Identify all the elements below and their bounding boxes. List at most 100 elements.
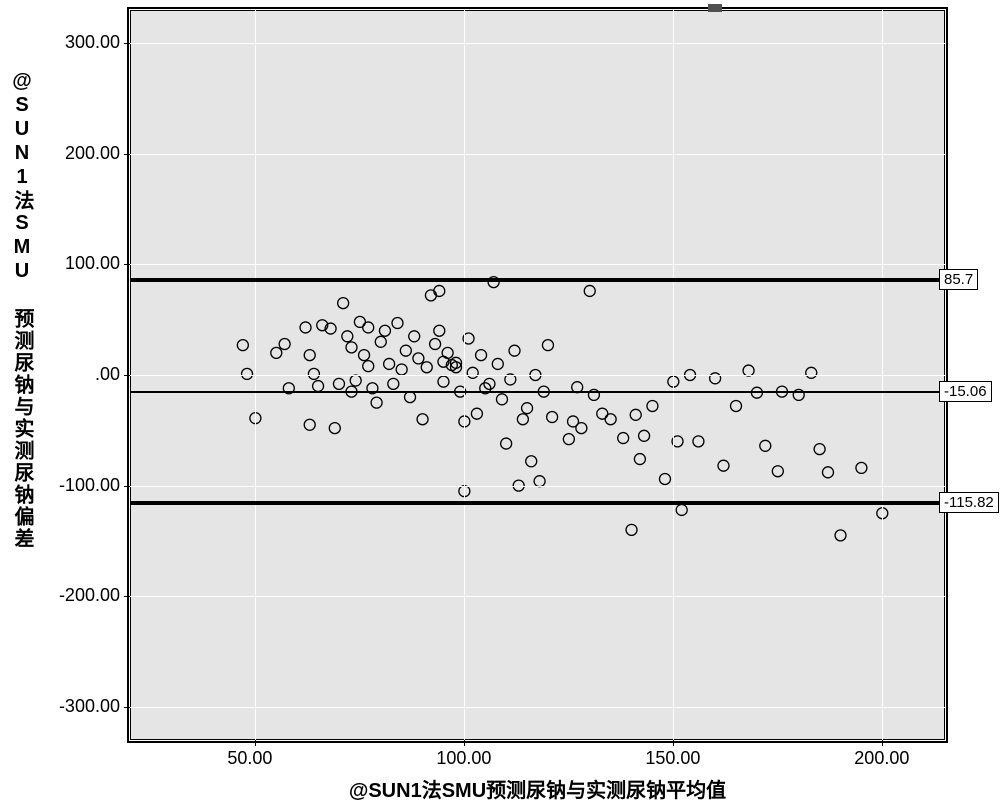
scatter-point	[835, 530, 846, 541]
scatter-point	[371, 397, 382, 408]
scatter-point	[359, 350, 370, 361]
scatter-point	[392, 318, 403, 329]
y-gridline	[130, 596, 945, 597]
scatter-point	[731, 400, 742, 411]
scatter-point	[522, 403, 533, 414]
scatter-point	[242, 368, 253, 379]
y-tick-label: 200.00	[65, 143, 120, 164]
scatter-point	[421, 362, 432, 373]
y-tick	[124, 43, 130, 44]
y-gridline	[130, 264, 945, 265]
scatter-point	[434, 285, 445, 296]
y-tick	[124, 264, 130, 265]
scatter-point	[354, 316, 365, 327]
scatter-point	[718, 460, 729, 471]
x-tick	[464, 740, 465, 746]
scatter-point	[542, 340, 553, 351]
figure: @SUN1法SMU 预测尿钠与实测尿钠偏差 @SUN1法SMU预测尿钠与实测尿钠…	[0, 0, 1000, 805]
scatter-point	[304, 350, 315, 361]
scatter-point	[547, 412, 558, 423]
scatter-point	[626, 524, 637, 535]
x-tick	[882, 740, 883, 746]
reference-line-label: 85.7	[939, 269, 978, 290]
scatter-point	[350, 375, 361, 386]
scatter-point	[379, 325, 390, 336]
reference-line	[130, 391, 945, 393]
y-axis-title: @SUN1法SMU 预测尿钠与实测尿钠偏差	[8, 70, 37, 680]
scatter-point	[384, 358, 395, 369]
scatter-point	[425, 290, 436, 301]
scatter-point	[308, 368, 319, 379]
scatter-point	[375, 336, 386, 347]
scatter-point	[237, 340, 248, 351]
y-tick-label: 300.00	[65, 32, 120, 53]
scatter-point	[467, 367, 478, 378]
y-gridline	[130, 43, 945, 44]
scatter-point	[856, 462, 867, 473]
scatter-point	[659, 473, 670, 484]
scatter-point	[279, 339, 290, 350]
scatter-point	[363, 361, 374, 372]
x-tick-label: 200.00	[854, 748, 909, 769]
y-tick	[124, 707, 130, 708]
y-tick	[124, 486, 130, 487]
scatter-point	[409, 331, 420, 342]
scatter-point	[693, 436, 704, 447]
y-tick	[124, 154, 130, 155]
scatter-point	[388, 378, 399, 389]
y-gridline	[130, 154, 945, 155]
scatter-point	[597, 408, 608, 419]
x-tick	[673, 740, 674, 746]
scatter-point	[576, 423, 587, 434]
scatter-point	[676, 504, 687, 515]
scatter-point	[363, 322, 374, 333]
reference-line	[130, 501, 945, 505]
scatter-point	[405, 392, 416, 403]
scatter-point	[338, 298, 349, 309]
scatter-point	[647, 400, 658, 411]
scatter-point	[430, 339, 441, 350]
y-tick-label: -100.00	[59, 475, 120, 496]
scatter-point	[605, 414, 616, 425]
scatter-point	[471, 408, 482, 419]
scatter-point	[434, 325, 445, 336]
scatter-point	[751, 387, 762, 398]
y-tick	[124, 375, 130, 376]
scatter-point	[526, 456, 537, 467]
y-tick-label: 100.00	[65, 253, 120, 274]
y-tick-label: .00	[95, 364, 120, 385]
y-tick-label: -200.00	[59, 585, 120, 606]
x-axis-title: @SUN1法SMU预测尿钠与实测尿钠平均值	[130, 774, 945, 803]
scatter-point	[563, 434, 574, 445]
x-tick-label: 50.00	[227, 748, 272, 769]
y-tick	[124, 596, 130, 597]
y-gridline	[130, 486, 945, 487]
scatter-point	[822, 467, 833, 478]
scatter-point	[476, 350, 487, 361]
scatter-point	[413, 353, 424, 364]
scatter-point	[333, 378, 344, 389]
top-marker	[708, 4, 722, 12]
x-tick-label: 150.00	[645, 748, 700, 769]
scatter-point	[492, 358, 503, 369]
scatter-point	[509, 345, 520, 356]
scatter-point	[442, 347, 453, 358]
y-gridline	[130, 707, 945, 708]
x-tick-label: 100.00	[436, 748, 491, 769]
scatter-point	[618, 433, 629, 444]
scatter-point	[329, 423, 340, 434]
scatter-point	[639, 430, 650, 441]
y-tick-label: -300.00	[59, 696, 120, 717]
scatter-point	[814, 444, 825, 455]
scatter-point	[304, 419, 315, 430]
reference-line	[130, 278, 945, 282]
scatter-point	[501, 438, 512, 449]
scatter-point	[517, 414, 528, 425]
scatter-point	[346, 342, 357, 353]
scatter-point	[271, 347, 282, 358]
scatter-point	[300, 322, 311, 333]
scatter-point	[772, 466, 783, 477]
x-tick	[255, 740, 256, 746]
scatter-point	[396, 364, 407, 375]
scatter-point	[584, 285, 595, 296]
